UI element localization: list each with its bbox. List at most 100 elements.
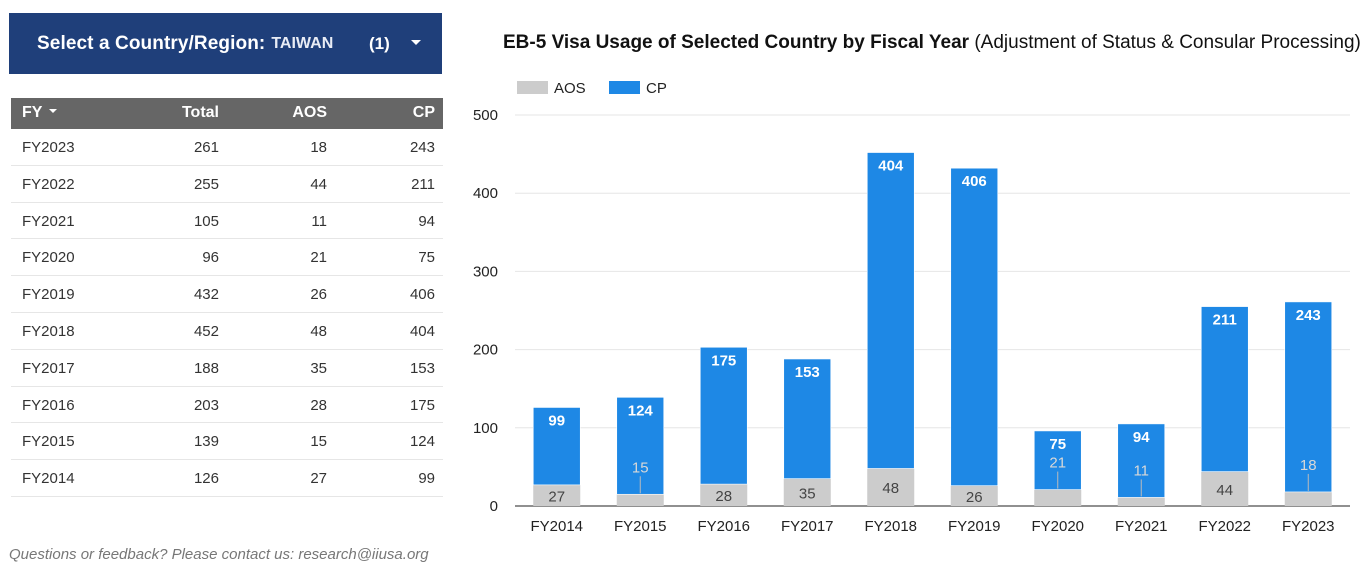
cell-total: 126 <box>193 470 219 488</box>
column-header-fy[interactable]: FY <box>22 104 58 122</box>
data-label-aos: 44 <box>1216 482 1233 499</box>
table-body: FY2023 261 18 243 FY2022 255 44 211 FY2021 105 11 9… <box>11 129 443 497</box>
cell-total: 255 <box>193 175 219 193</box>
bar-cp <box>1284 301 1333 493</box>
table-row: FY2017 188 35 153 <box>11 350 443 387</box>
data-label-cp: 75 <box>1049 436 1066 453</box>
country-selector[interactable]: Select a Country/Region: TAIWAN (1) <box>9 13 442 74</box>
cell-fy: FY2022 <box>22 175 75 193</box>
bar-cp <box>532 407 581 486</box>
cell-cp: 94 <box>418 212 435 230</box>
selector-label: Select a Country/Region: <box>37 32 266 54</box>
cell-total: 105 <box>193 212 219 230</box>
bar-cp <box>1200 306 1249 472</box>
bar-cp <box>783 358 832 479</box>
column-header-cp[interactable]: CP <box>412 104 435 121</box>
table-header: FY Total AOS CP <box>11 98 443 129</box>
bar-aos <box>783 478 831 506</box>
cell-aos: 18 <box>310 139 327 156</box>
table-row: FY2018 452 48 404 <box>11 313 443 350</box>
cell-aos: 48 <box>310 322 327 340</box>
cell-aos: 27 <box>310 470 327 488</box>
cell-fy: FY2019 <box>22 286 75 304</box>
sort-desc-icon[interactable] <box>49 108 58 113</box>
cell-cp: 211 <box>411 175 435 193</box>
cell-fy: FY2015 <box>22 433 75 451</box>
cell-fy: FY2018 <box>22 322 75 340</box>
legend-swatch-aos <box>517 81 548 94</box>
x-tick-label: FY2023 <box>1282 518 1335 535</box>
x-tick-label: FY2017 <box>781 518 834 535</box>
x-tick-label: FY2019 <box>948 518 1001 535</box>
data-label-cp: 153 <box>795 364 820 381</box>
bar-aos <box>533 484 581 506</box>
y-tick-label: 500 <box>473 107 498 124</box>
column-header-aos[interactable]: AOS <box>292 104 327 121</box>
bar-cp <box>699 346 748 485</box>
y-tick-label: 300 <box>473 263 498 280</box>
y-tick-label: 100 <box>473 420 498 437</box>
cell-cp: 75 <box>418 249 435 267</box>
cell-aos: 35 <box>310 359 327 377</box>
y-tick-label: 0 <box>490 498 498 515</box>
cell-aos: 21 <box>310 249 327 267</box>
y-tick-label: 200 <box>473 342 498 359</box>
legend-label-cp: CP <box>646 80 667 97</box>
data-label-aos: 15 <box>632 459 649 476</box>
table-row: FY2016 203 28 175 <box>11 387 443 424</box>
bar-aos <box>1034 489 1082 506</box>
table-row: FY2020 96 21 75 <box>11 239 443 277</box>
table-row: FY2021 105 11 94 <box>11 203 443 240</box>
cell-total: 96 <box>202 249 219 267</box>
data-table: FY Total AOS CP FY2023 261 18 243 FY2022 255 4… <box>11 98 443 497</box>
cell-aos: 26 <box>310 286 327 304</box>
y-tick-label: 400 <box>473 185 498 202</box>
data-label-cp: 406 <box>962 173 987 190</box>
data-label-aos: 21 <box>1049 455 1066 472</box>
cell-aos: 11 <box>311 212 327 230</box>
bar-aos <box>700 484 748 506</box>
chart-title: EB-5 Visa Usage of Selected Country by F… <box>503 32 1361 54</box>
selector-value: TAIWAN <box>271 34 334 52</box>
legend-swatch-cp <box>609 81 640 94</box>
table-row: FY2022 255 44 211 <box>11 166 443 203</box>
data-label-cp: 404 <box>878 158 904 175</box>
bar-aos <box>1284 491 1332 506</box>
bar-cp <box>866 152 915 469</box>
chart-title-sub: (Adjustment of Status & Consular Process… <box>974 32 1361 53</box>
x-tick-label: FY2016 <box>697 518 750 535</box>
data-label-aos: 48 <box>882 480 899 497</box>
cell-fy: FY2020 <box>22 249 75 267</box>
table-row: FY2015 139 15 124 <box>11 423 443 461</box>
x-tick-label: FY2018 <box>864 518 917 535</box>
cell-fy: FY2017 <box>22 359 75 377</box>
data-label-cp: 99 <box>548 412 565 429</box>
cell-total: 203 <box>193 396 219 414</box>
x-tick-label: FY2014 <box>530 518 583 535</box>
cell-cp: 124 <box>409 433 435 451</box>
data-label-aos: 35 <box>799 485 816 502</box>
footer-contact: Questions or feedback? Please contact us… <box>9 546 429 563</box>
data-label-aos: 28 <box>715 488 732 505</box>
data-label-aos: 27 <box>548 488 565 505</box>
column-header-total[interactable]: Total <box>181 104 219 121</box>
bar-aos <box>1117 497 1165 506</box>
cell-total: 188 <box>193 359 219 377</box>
bar-aos <box>950 485 998 506</box>
data-label-cp: 175 <box>711 352 736 369</box>
chevron-down-icon[interactable] <box>411 40 421 45</box>
bar-aos <box>867 468 915 506</box>
data-label-aos: 18 <box>1300 457 1317 474</box>
selector-count: (1) <box>369 33 390 53</box>
x-tick-label: FY2015 <box>614 518 667 535</box>
bar-cp <box>950 167 999 486</box>
cell-fy: FY2021 <box>22 212 75 230</box>
table-row: FY2019 432 26 406 <box>11 276 443 313</box>
cell-aos: 44 <box>310 175 327 193</box>
cell-cp: 404 <box>409 322 435 340</box>
chart-title-main: EB-5 Visa Usage of Selected Country by F… <box>503 32 970 53</box>
cell-cp: 99 <box>418 470 435 488</box>
data-label-cp: 211 <box>1213 312 1237 329</box>
cell-fy: FY2023 <box>22 139 75 156</box>
bar-aos <box>1201 471 1249 506</box>
